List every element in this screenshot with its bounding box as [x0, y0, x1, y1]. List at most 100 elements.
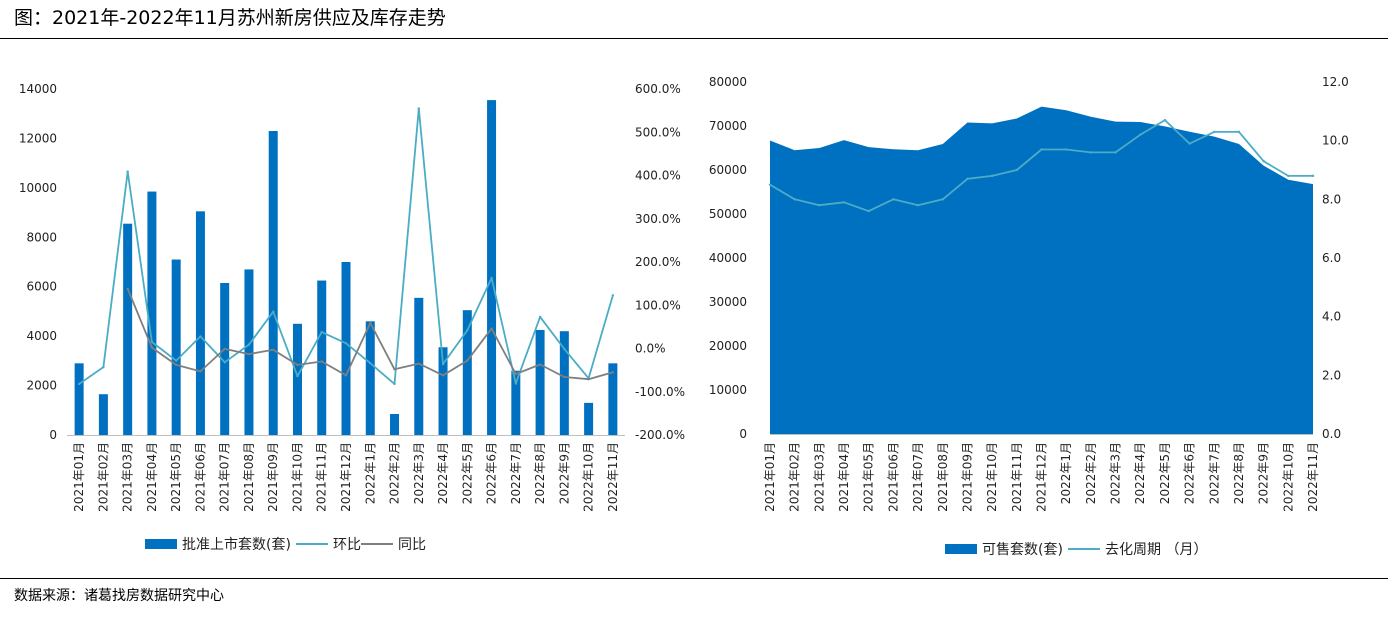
ring-ratio-line-point: [344, 342, 348, 345]
x-axis-tick-label: 2021年08月: [936, 442, 950, 512]
left-axis-tick-label: 30000: [709, 295, 747, 309]
x-axis-tick-label: 2021年12月: [339, 442, 353, 512]
sellout-cycle-line-point: [818, 204, 821, 207]
figure-title: 图：2021年-2022年11月苏州新房供应及库存走势: [14, 7, 446, 29]
x-axis-tick-label: 2021年01月: [72, 442, 86, 512]
ring-ratio-line-point: [563, 347, 566, 351]
right-axis-tick-label: 2.0: [1322, 368, 1341, 382]
ring-ratio-line-point: [247, 343, 251, 346]
x-axis-tick-label: 2022年9月: [1257, 442, 1271, 504]
source-divider: [0, 578, 1388, 579]
ring-ratio-line-point: [538, 315, 542, 319]
bar: [390, 413, 400, 435]
left-axis-tick-label: 10000: [709, 383, 747, 397]
title-divider: [0, 38, 1388, 39]
sellout-cycle-line-point: [867, 209, 870, 213]
x-axis-tick-label: 2021年02月: [788, 442, 802, 512]
sellout-cycle-line-point: [1064, 148, 1068, 151]
bar: [147, 191, 157, 435]
left-axis-tick-label: 50000: [709, 207, 747, 221]
yoy-line-point: [296, 363, 299, 367]
right-axis-tick-label: 200.0%: [635, 255, 681, 269]
sellout-cycle-line-point: [1237, 130, 1241, 134]
left-axis-tick-label: 8000: [26, 230, 57, 244]
ring-ratio-line-point: [514, 382, 518, 385]
x-axis-tick-label: 2021年07月: [218, 442, 232, 512]
yoy-line-point: [393, 368, 396, 371]
left-axis-tick-label: 4000: [26, 329, 57, 343]
sellout-cycle-line-point: [1163, 118, 1167, 122]
x-axis-tick-label: 2022年2月: [388, 442, 402, 504]
left-axis-tick-label: 40000: [709, 251, 747, 265]
yoy-line-point: [466, 359, 469, 362]
bar: [317, 280, 327, 435]
yoy-line-point: [538, 363, 542, 366]
bar: [438, 347, 448, 435]
sellout-cycle-line-point: [793, 198, 796, 201]
right-axis-tick-label: 8.0: [1322, 192, 1341, 206]
left-axis-tick-label: 6000: [26, 280, 57, 294]
bar: [584, 402, 594, 435]
ring-ratio-line-point: [441, 362, 445, 366]
yoy-line-point: [369, 321, 372, 325]
right-axis-tick-label: 10.0: [1322, 134, 1349, 148]
data-source: 数据来源：诸葛找房数据研究中心: [14, 588, 224, 604]
x-axis-tick-label: 2021年02月: [96, 442, 110, 512]
bar: [341, 262, 351, 435]
yoy-line-point: [174, 363, 178, 367]
x-axis-tick-label: 2022年3月: [412, 442, 426, 504]
x-axis-tick-label: 2021年05月: [862, 442, 876, 512]
right-axis-tick-label: 400.0%: [635, 169, 681, 183]
x-axis-tick-label: 2022年1月: [363, 442, 377, 504]
sellout-cycle-line-point: [941, 198, 944, 201]
yoy-line-point: [344, 374, 348, 377]
x-axis-tick-label: 2021年07月: [911, 442, 925, 512]
right-axis-tick-label: 0.0: [1322, 427, 1341, 441]
x-axis-tick-label: 2022年5月: [1158, 442, 1172, 504]
legend-label: 环比: [333, 537, 361, 553]
x-axis-tick-label: 2022年6月: [485, 442, 499, 504]
bar: [608, 363, 618, 435]
right-axis-tick-label: 500.0%: [635, 125, 681, 139]
yoy-line-point: [490, 327, 493, 330]
bar: [414, 297, 424, 435]
sellout-cycle-line-point: [1015, 168, 1019, 172]
bar: [123, 223, 133, 435]
left-axis-tick-label: 60000: [709, 163, 747, 177]
right-axis-tick-label: 600.0%: [635, 82, 681, 96]
ring-ratio-line-point: [490, 276, 493, 280]
left-axis-tick-label: 0: [739, 427, 747, 441]
bar: [98, 394, 108, 435]
sellout-cycle-line-point: [768, 183, 772, 186]
right-axis-tick-label: -200.0%: [635, 428, 685, 442]
legend-label: 同比: [398, 537, 426, 553]
x-axis-tick-label: 2021年01月: [763, 442, 777, 512]
x-axis-tick-label: 2022年4月: [1133, 442, 1147, 504]
sellout-cycle-line-point: [1213, 130, 1216, 134]
ring-ratio-line-point: [393, 382, 396, 386]
sellout-cycle-line-point: [1262, 160, 1265, 163]
bar: [292, 323, 302, 435]
x-axis-tick-label: 2022年10月: [582, 442, 596, 512]
yoy-line-point: [272, 348, 275, 351]
bar: [511, 370, 521, 435]
ring-ratio-line-point: [102, 365, 105, 369]
x-axis-tick-label: 2021年10月: [290, 442, 304, 512]
bar: [74, 363, 84, 435]
x-axis-tick-label: 2021年04月: [837, 442, 851, 512]
bar: [462, 310, 472, 435]
bar: [559, 331, 569, 435]
ring-ratio-line-point: [466, 329, 469, 332]
bar: [535, 329, 545, 435]
inventory-chart: 0 10000 20000 30000 40000 50000 60000 70000 8000…: [709, 75, 1349, 558]
left-axis-tick-label: 0: [49, 428, 57, 442]
x-axis-tick-label: 2021年09月: [266, 442, 280, 512]
x-axis-tick-label: 2022年9月: [557, 442, 571, 504]
legend-label: 可售套数(套): [982, 542, 1063, 558]
x-axis-tick-label: 2021年03月: [812, 442, 826, 512]
sellout-cycle-line-point: [1311, 174, 1315, 178]
x-axis-tick-label: 2022年1月: [1059, 442, 1073, 504]
ring-ratio-line-point: [223, 361, 226, 364]
ring-ratio-line-point: [126, 170, 129, 173]
x-axis-tick-label: 2021年06月: [886, 442, 900, 512]
